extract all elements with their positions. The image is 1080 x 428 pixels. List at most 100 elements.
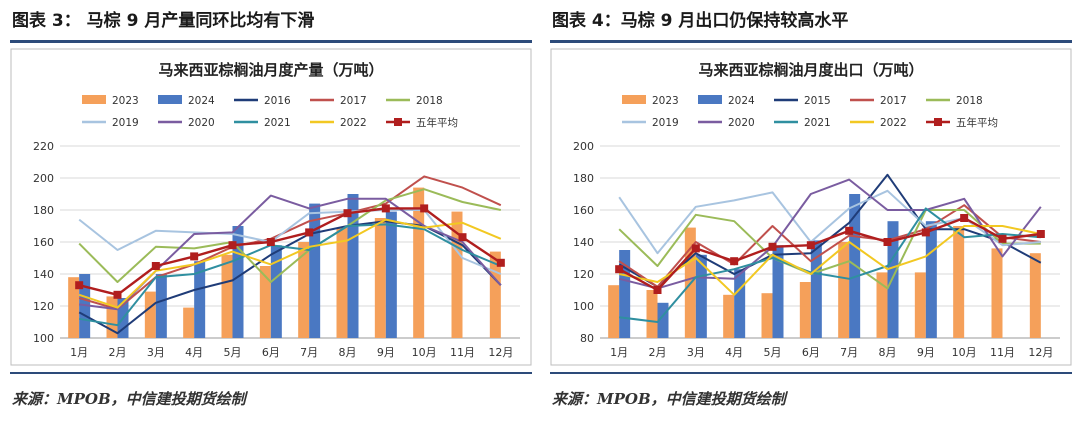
avg-point <box>113 290 122 299</box>
bar-2024 <box>619 250 631 338</box>
avg-point <box>151 262 160 270</box>
y-tick-label: 200 <box>33 172 54 185</box>
bar-2023 <box>991 248 1003 338</box>
legend-label: 2020 <box>728 117 755 129</box>
y-tick-label: 180 <box>33 204 54 217</box>
legend-label: 2023 <box>652 95 679 107</box>
series-line-2021 <box>79 223 502 327</box>
y-tick-label: 160 <box>573 204 594 217</box>
legend-item: 2018 <box>926 95 983 107</box>
x-tick-label: 9月 <box>377 346 395 359</box>
y-tick-label: 80 <box>580 332 594 345</box>
bar-2024 <box>232 226 244 338</box>
bar-2023 <box>183 307 195 338</box>
source-divider <box>10 372 532 374</box>
bar-2024 <box>385 211 397 338</box>
bar-2023 <box>608 285 620 338</box>
bar-2023 <box>374 218 386 338</box>
x-tick-label: 4月 <box>725 346 743 359</box>
x-tick-label: 11月 <box>450 346 475 359</box>
avg-point <box>228 241 237 250</box>
legend-label: 2023 <box>112 95 139 107</box>
legend-item: 2023 <box>622 95 679 107</box>
x-tick-label: 3月 <box>687 346 705 359</box>
avg-point <box>496 258 505 267</box>
legend-item: 2021 <box>234 117 291 129</box>
x-tick-label: 10月 <box>412 346 437 359</box>
bar-2023 <box>413 187 425 338</box>
x-tick-label: 1月 <box>70 346 88 359</box>
x-tick-label: 5月 <box>764 346 782 359</box>
legend-label: 2022 <box>340 117 367 129</box>
bar-2023 <box>298 242 310 338</box>
legend-marker <box>394 118 402 126</box>
bar-2023 <box>876 272 888 338</box>
bar-2024 <box>734 269 746 338</box>
bar-2023 <box>953 226 965 338</box>
legend-item: 2023 <box>82 95 139 107</box>
legend-label: 2016 <box>264 95 291 107</box>
avg-point <box>653 286 662 294</box>
bar-2024 <box>309 203 321 338</box>
export-chart: 马来西亚棕榈油月度出口（万吨） 2023 2024 2015 2017 2018 2019 2… <box>550 48 1072 366</box>
legend-item: 2024 <box>158 95 215 107</box>
legend-swatch <box>622 95 646 104</box>
legend-item: 2022 <box>850 117 907 129</box>
series-line-2022 <box>78 218 502 309</box>
x-tick-label: 9月 <box>917 346 935 359</box>
x-tick-label: 5月 <box>224 346 242 359</box>
legend-item: 2016 <box>234 95 291 107</box>
bar-2023 <box>914 272 926 338</box>
x-tick-label: 2月 <box>649 346 667 359</box>
legend-label: 2018 <box>416 95 443 107</box>
source-divider <box>550 372 1072 374</box>
y-tick-label: 100 <box>573 300 594 313</box>
x-tick-label: 8月 <box>879 346 897 359</box>
bar-2024 <box>270 245 282 338</box>
series-line-2021 <box>619 207 1041 323</box>
legend-swatch <box>82 95 106 104</box>
avg-point <box>806 241 815 250</box>
legend-label: 2021 <box>264 117 291 129</box>
legend-item: 2019 <box>622 117 679 129</box>
avg-point <box>420 204 429 213</box>
avg-point <box>1036 230 1045 238</box>
x-tick-label: 4月 <box>185 346 203 359</box>
legend-item: 2020 <box>158 117 215 129</box>
production-chart: 马来西亚棕榈油月度产量（万吨） 2023 2024 2016 2017 2018 2019 2… <box>10 48 532 366</box>
title-divider <box>10 40 532 43</box>
figure-panel-4: 图表 4：马棕 9 月出口仍保持较高水平 马来西亚棕榈油月度出口（万吨） 2023… <box>550 0 1072 428</box>
legend-item: 2015 <box>774 95 831 107</box>
legend-label: 2024 <box>728 95 755 107</box>
series-line-五年平均 <box>78 207 502 297</box>
avg-point <box>343 209 352 218</box>
bar-2024 <box>925 221 937 338</box>
bar-2024 <box>155 274 167 338</box>
avg-point <box>305 228 314 237</box>
avg-point <box>768 242 777 251</box>
title-divider <box>550 40 1072 43</box>
x-tick-label: 6月 <box>802 346 820 359</box>
figure-title: 图表 3： 马棕 9 月产量同环比均有下滑 <box>12 11 315 31</box>
legend-swatch <box>158 95 182 104</box>
avg-point <box>960 214 969 222</box>
legend-label: 五年平均 <box>416 116 458 129</box>
legend-swatch <box>698 95 722 104</box>
series-line-2017 <box>618 204 1041 288</box>
bar-2023 <box>838 242 850 338</box>
bar-2023 <box>336 227 348 338</box>
legend-label: 2017 <box>880 95 907 107</box>
legend-item: 2022 <box>310 117 367 129</box>
legend-item: 2024 <box>698 95 755 107</box>
x-tick-label: 12月 <box>488 346 513 359</box>
bar-2023 <box>106 296 118 338</box>
avg-point <box>190 252 199 261</box>
avg-point <box>730 257 739 266</box>
avg-point <box>615 265 624 274</box>
x-tick-label: 11月 <box>990 346 1015 359</box>
legend-label: 2017 <box>340 95 367 107</box>
x-tick-label: 7月 <box>300 346 318 359</box>
y-tick-label: 140 <box>573 236 594 249</box>
y-tick-label: 180 <box>573 172 594 185</box>
bar-2023 <box>68 277 80 338</box>
